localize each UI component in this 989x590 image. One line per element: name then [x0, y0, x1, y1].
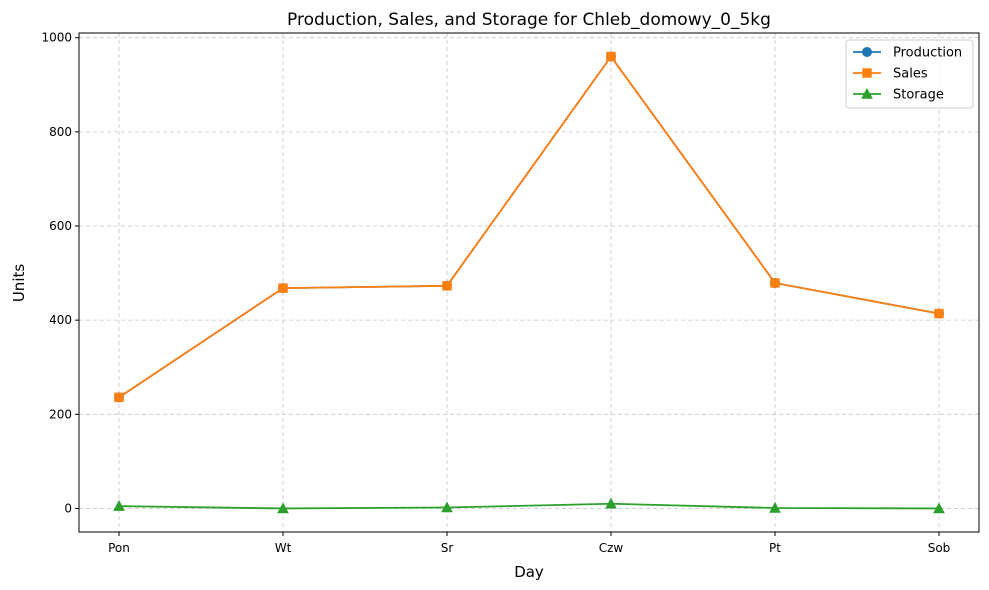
y-tick-label: 400: [49, 313, 72, 327]
legend: Production Sales Storage: [845, 39, 974, 109]
series-line-sales: [118, 54, 940, 399]
series-line-storage: [118, 502, 940, 510]
x-axis-label: Day: [514, 563, 544, 581]
grid-lines: [79, 33, 979, 532]
plot-area-frame: [78, 32, 980, 533]
x-tick-label: Sr: [441, 541, 454, 555]
x-axis-ticks: Pon Wt Sr Czw Pt Sob: [108, 532, 950, 555]
y-tick-label: 600: [49, 219, 72, 233]
y-tick-label: 1000: [41, 31, 72, 45]
legend-entry-production: Production: [853, 46, 962, 61]
x-tick-label: Wt: [275, 541, 292, 555]
series-layer: [113, 51, 945, 514]
data-point-storage: [769, 501, 781, 513]
legend-marker-sales: [862, 68, 872, 78]
data-point-sales: [442, 281, 452, 291]
data-point-sales: [606, 51, 616, 62]
series-line-production: [118, 54, 940, 399]
data-point-sales: [278, 283, 288, 293]
legend-label-sales: Sales: [893, 67, 928, 82]
data-point-storage: [113, 500, 125, 511]
data-point-storage: [605, 497, 617, 509]
data-point-sales: [770, 278, 780, 288]
data-point-storage: [277, 502, 289, 514]
x-tick-label: Czw: [599, 541, 624, 555]
legend-label-storage: Storage: [893, 88, 944, 103]
x-tick-label: Pon: [108, 541, 130, 555]
series-production: [114, 51, 944, 403]
y-tick-label: 200: [49, 407, 72, 421]
series-sales: [114, 51, 944, 403]
y-tick-label: 0: [64, 501, 72, 515]
data-point-storage: [441, 501, 453, 513]
y-axis-label: Units: [10, 264, 28, 303]
legend-box: [845, 39, 974, 109]
legend-label-production: Production: [893, 46, 962, 61]
legend-marker-production: [862, 47, 872, 57]
y-tick-label: 800: [49, 125, 72, 139]
data-point-sales: [934, 308, 944, 319]
x-tick-label: Pt: [769, 541, 781, 555]
chart-title: Production, Sales, and Storage for Chleb…: [287, 10, 771, 30]
legend-marker-storage: [861, 87, 873, 99]
series-storage: [113, 497, 945, 514]
legend-entry-storage: Storage: [853, 88, 944, 103]
data-point-sales: [114, 392, 124, 403]
legend-entry-sales: Sales: [853, 67, 928, 82]
x-tick-label: Sob: [928, 541, 951, 555]
y-axis-ticks: 0 200 400 600 800 1000: [41, 31, 79, 515]
data-point-storage: [933, 502, 945, 514]
